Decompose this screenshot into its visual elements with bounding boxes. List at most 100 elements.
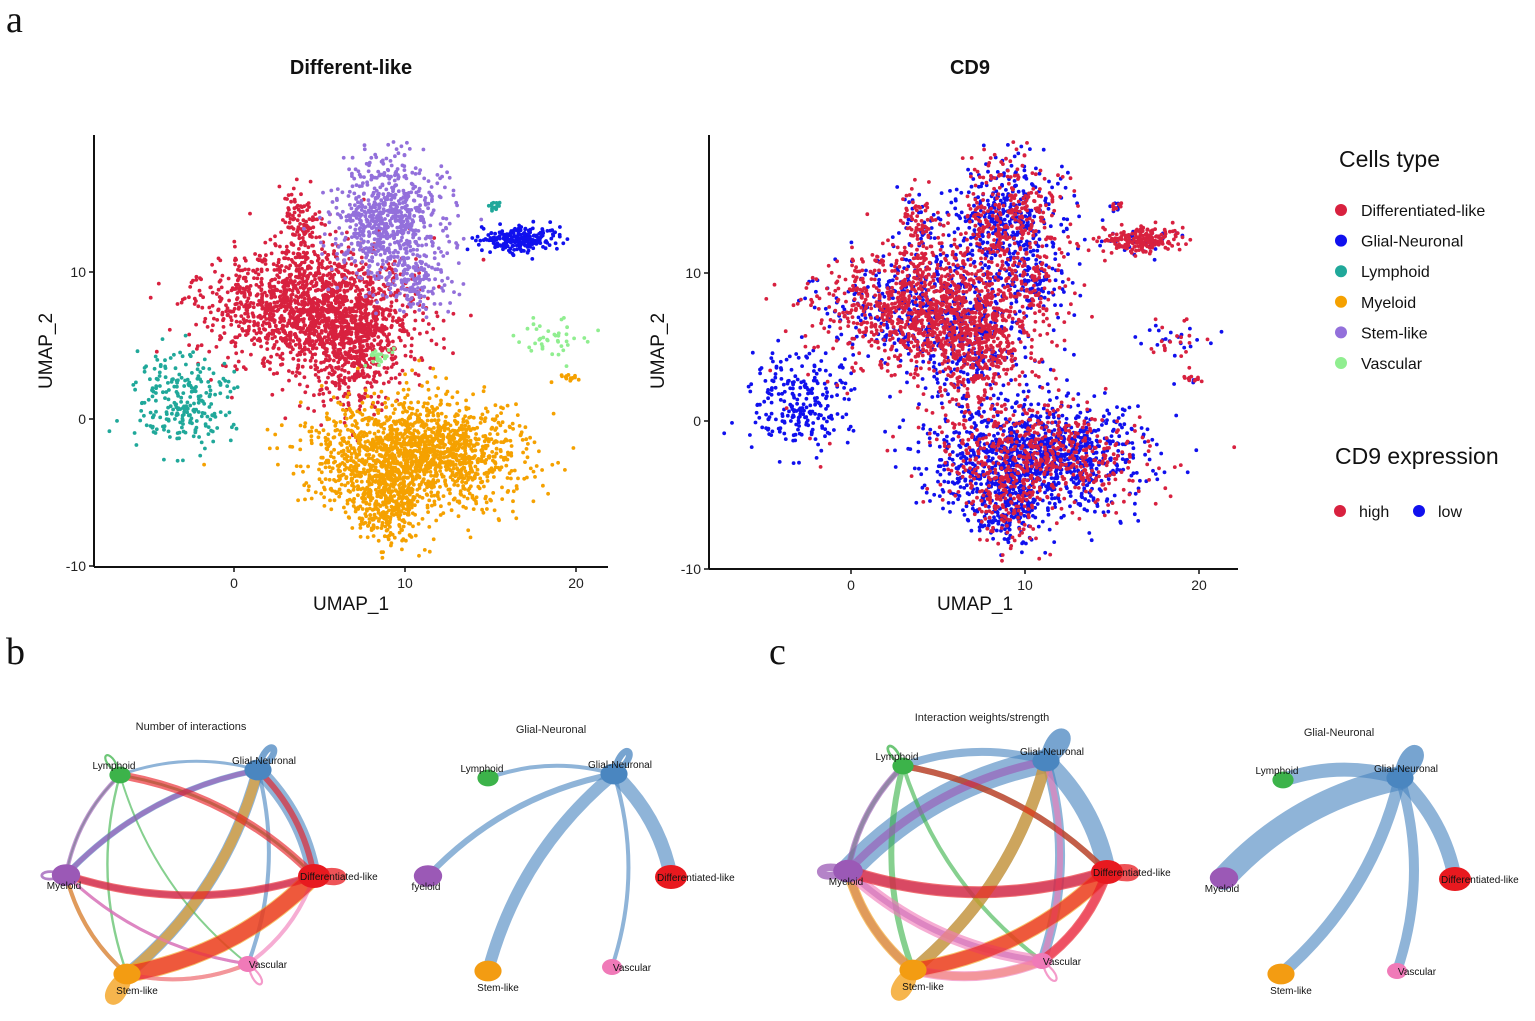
scatter-point — [395, 448, 400, 452]
scatter-point — [237, 333, 242, 338]
scatter-point — [391, 411, 396, 415]
scatter-point — [411, 186, 416, 191]
scatter-point — [417, 358, 421, 363]
scatter-point — [328, 232, 332, 237]
scatter-point — [493, 403, 498, 408]
scatter-point — [313, 329, 318, 333]
scatter-point — [442, 346, 446, 350]
scatter-point — [346, 449, 350, 453]
scatter-point — [413, 438, 417, 443]
scatter-point — [427, 277, 431, 282]
scatter-point — [408, 435, 413, 440]
scatter-point — [441, 337, 446, 341]
scatter-point — [354, 183, 359, 188]
scatter-point — [379, 339, 384, 343]
scatter-point — [500, 497, 505, 501]
scatter-point — [432, 448, 437, 452]
scatter-point — [413, 533, 418, 538]
scatter-point — [251, 301, 256, 306]
scatter-point — [431, 410, 435, 415]
scatter-point — [346, 401, 351, 405]
scatter-point — [345, 283, 350, 288]
scatter-point — [298, 222, 302, 226]
scatter-point — [498, 448, 503, 452]
scatter-point — [338, 477, 342, 481]
scatter-point — [331, 358, 336, 363]
scatter-point — [412, 214, 417, 218]
scatter-point — [421, 477, 426, 481]
scatter-point — [397, 402, 401, 407]
scatter-point — [344, 214, 349, 219]
scatter-point — [468, 415, 473, 419]
scatter-point — [387, 473, 391, 478]
scatter-point — [393, 283, 397, 287]
scatter-cluster-7 — [465, 219, 570, 261]
scatter-point — [376, 538, 381, 543]
scatter-point — [365, 223, 370, 228]
scatter-point — [435, 267, 440, 272]
scatter-point — [213, 269, 217, 274]
scatter-point — [377, 274, 382, 278]
scatter-point — [367, 502, 372, 507]
scatter-point — [479, 417, 484, 421]
scatter-point — [444, 216, 449, 221]
scatter-point — [346, 427, 350, 432]
scatter-point — [428, 439, 433, 444]
scatter-point — [367, 462, 372, 467]
scatter-point — [368, 278, 373, 283]
scatter-point — [283, 331, 287, 335]
scatter-point — [481, 257, 486, 262]
scatter-point — [333, 237, 338, 241]
scatter-point — [316, 369, 321, 374]
scatter-point — [430, 265, 434, 270]
scatter-point — [400, 318, 405, 322]
scatter-point — [453, 474, 457, 479]
scatter-point — [352, 260, 357, 264]
scatter-point — [456, 441, 461, 446]
scatter-point — [356, 505, 361, 510]
scatter-point — [374, 322, 379, 327]
scatter-point — [363, 388, 368, 393]
scatter-point — [392, 461, 396, 465]
scatter-point — [357, 393, 361, 397]
scatter-point — [381, 381, 386, 386]
scatter-point — [370, 475, 375, 480]
scatter-point — [357, 227, 362, 231]
scatter-point — [441, 494, 446, 498]
scatter-point — [405, 140, 409, 145]
scatter-point — [380, 347, 385, 352]
scatter-point — [386, 396, 390, 401]
scatter-point — [346, 248, 351, 253]
scatter-point — [384, 187, 389, 192]
scatter-point — [437, 424, 441, 428]
scatter-point — [299, 295, 304, 299]
scatter-point — [263, 290, 267, 295]
scatter-point — [434, 518, 439, 523]
scatter-cluster-0 — [148, 197, 486, 408]
scatter-point — [328, 363, 332, 368]
scatter-point — [439, 164, 444, 169]
scatter-point — [506, 489, 511, 493]
scatter-point — [245, 299, 250, 304]
scatter-point — [416, 474, 421, 479]
scatter-point — [438, 402, 443, 407]
scatter-point — [235, 297, 239, 302]
scatter-point — [331, 293, 336, 298]
scatter-point — [320, 247, 324, 252]
scatter-point — [356, 493, 360, 498]
scatter-point — [528, 435, 532, 440]
scatter-point — [402, 153, 407, 158]
scatter-point — [336, 306, 341, 311]
scatter-point — [288, 278, 293, 282]
scatter-point — [379, 495, 383, 500]
scatter-point — [337, 469, 341, 474]
scatter-point — [302, 260, 307, 265]
scatter-point — [389, 465, 393, 470]
scatter-point — [246, 314, 251, 319]
scatter-point — [383, 464, 388, 468]
scatter-point — [325, 265, 330, 270]
scatter-point — [429, 185, 434, 189]
scatter-point — [531, 499, 536, 504]
scatter-point — [387, 486, 392, 491]
scatter-point — [549, 380, 554, 385]
